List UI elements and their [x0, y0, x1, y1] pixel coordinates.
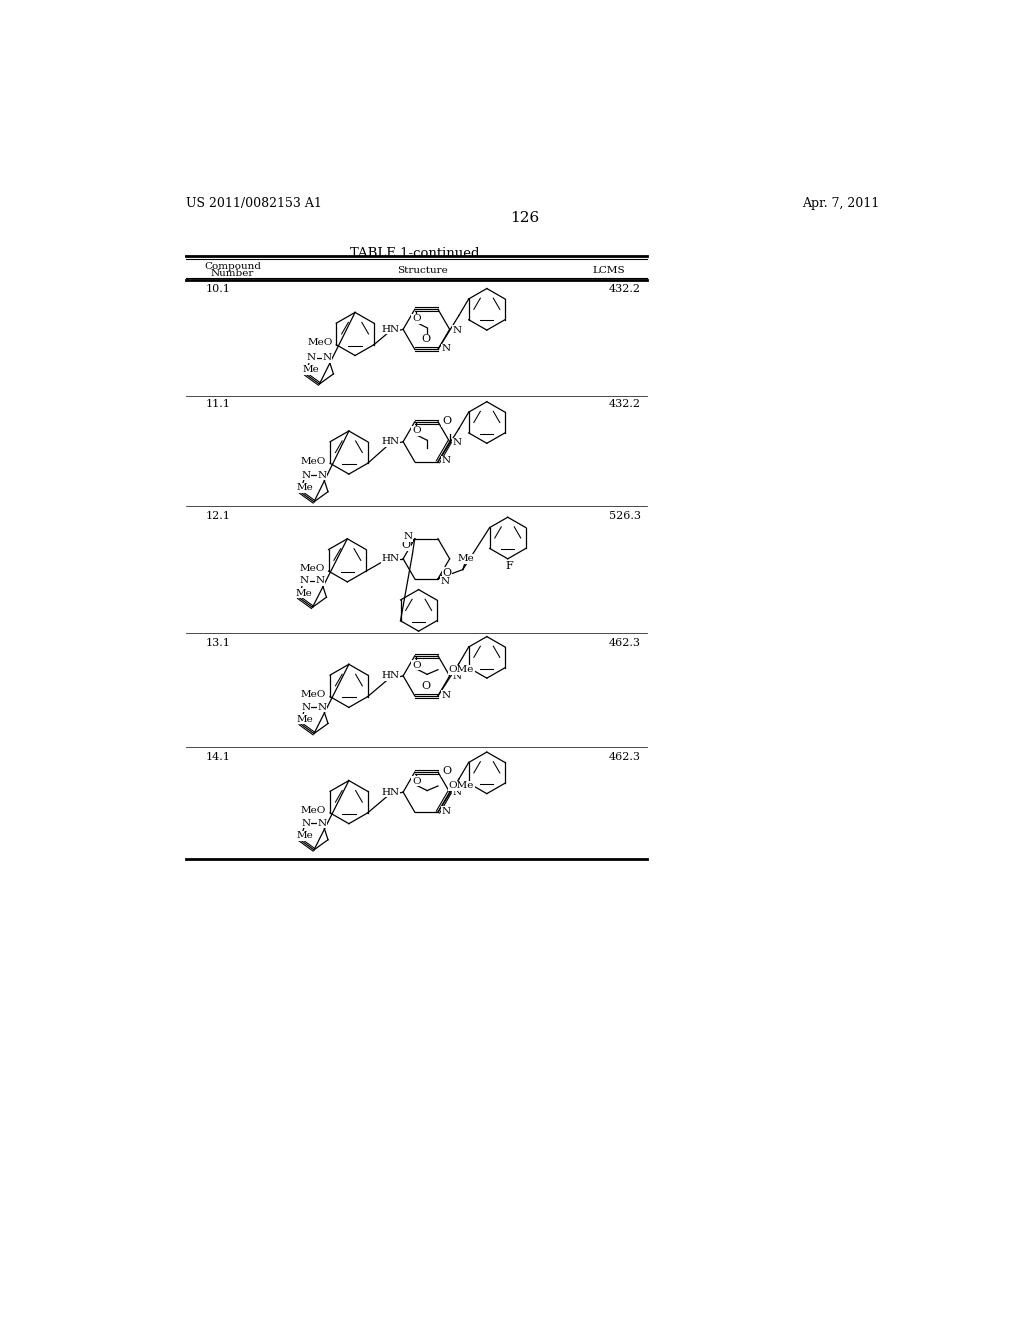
Text: Apr. 7, 2011: Apr. 7, 2011	[802, 197, 880, 210]
Text: N: N	[441, 345, 451, 352]
Text: OMe: OMe	[449, 781, 474, 791]
Text: 12.1: 12.1	[206, 511, 230, 521]
Text: N: N	[441, 807, 451, 816]
Text: 126: 126	[510, 211, 540, 224]
Text: Me: Me	[297, 483, 313, 492]
Text: US 2011/0082153 A1: US 2011/0082153 A1	[186, 197, 322, 210]
Text: N: N	[301, 702, 310, 711]
Text: 14.1: 14.1	[206, 752, 230, 762]
Text: 526.3: 526.3	[608, 511, 640, 521]
Text: Number: Number	[211, 268, 254, 277]
Text: N: N	[300, 577, 309, 585]
Text: O: O	[442, 416, 452, 426]
Text: MeO: MeO	[301, 807, 327, 814]
Text: HN: HN	[381, 325, 399, 334]
Text: Me: Me	[302, 366, 319, 375]
Text: N: N	[441, 457, 451, 466]
Text: N: N	[315, 577, 325, 585]
Text: N: N	[453, 438, 462, 447]
Text: N: N	[440, 577, 450, 586]
Text: N: N	[317, 702, 327, 711]
Text: HN: HN	[381, 554, 399, 564]
Text: N: N	[301, 818, 310, 828]
Text: MeO: MeO	[301, 457, 327, 466]
Text: N: N	[453, 672, 462, 681]
Text: 462.3: 462.3	[608, 752, 640, 762]
Text: O: O	[412, 426, 421, 436]
Text: O: O	[412, 314, 421, 323]
Text: HN: HN	[381, 672, 399, 680]
Text: O: O	[442, 767, 452, 776]
Text: Me: Me	[295, 589, 312, 598]
Text: LCMS: LCMS	[592, 267, 625, 275]
Text: N: N	[441, 690, 451, 700]
Text: Me: Me	[297, 715, 313, 723]
Text: N: N	[453, 788, 462, 797]
Text: HN: HN	[381, 788, 399, 796]
Text: 11.1: 11.1	[206, 400, 230, 409]
Text: 432.2: 432.2	[608, 284, 640, 294]
Text: OMe: OMe	[449, 665, 474, 675]
Text: Me: Me	[297, 832, 313, 841]
Text: Compound: Compound	[204, 261, 261, 271]
Text: N: N	[317, 471, 327, 480]
Text: N: N	[301, 471, 310, 480]
Text: O: O	[422, 334, 431, 345]
Text: F: F	[506, 561, 513, 570]
Text: 432.2: 432.2	[608, 400, 640, 409]
Text: O: O	[412, 777, 421, 785]
Text: O: O	[400, 540, 410, 550]
Text: MeO: MeO	[307, 338, 333, 347]
Text: N: N	[403, 532, 413, 541]
Text: MeO: MeO	[299, 565, 325, 573]
Text: TABLE 1-continued: TABLE 1-continued	[350, 247, 479, 260]
Text: 462.3: 462.3	[608, 638, 640, 648]
Text: O: O	[412, 660, 421, 669]
Text: N: N	[323, 352, 332, 362]
Text: O: O	[422, 681, 431, 690]
Text: MeO: MeO	[301, 690, 327, 698]
Text: Structure: Structure	[397, 267, 447, 275]
Text: 10.1: 10.1	[206, 284, 230, 294]
Text: N: N	[453, 326, 462, 334]
Text: O: O	[442, 568, 452, 578]
Text: 13.1: 13.1	[206, 638, 230, 648]
Text: Me: Me	[458, 554, 474, 564]
Text: HN: HN	[381, 437, 399, 446]
Text: N: N	[307, 352, 316, 362]
Text: N: N	[317, 818, 327, 828]
